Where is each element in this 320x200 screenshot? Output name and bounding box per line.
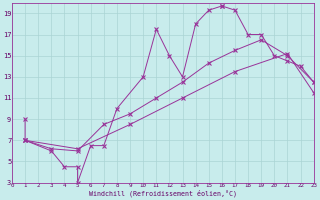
X-axis label: Windchill (Refroidissement éolien,°C): Windchill (Refroidissement éolien,°C) xyxy=(89,190,237,197)
